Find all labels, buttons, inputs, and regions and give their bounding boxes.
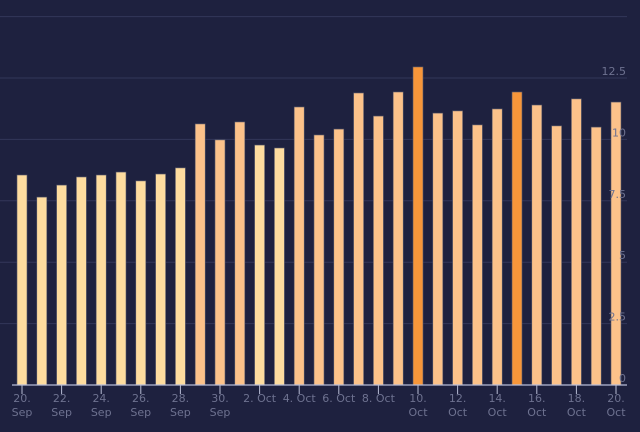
bar-19-oct bbox=[590, 126, 602, 386]
x-tick-label: 2. Oct bbox=[243, 392, 277, 405]
y-tick-label: 12.5 bbox=[602, 65, 627, 78]
x-tick-label-month: Oct bbox=[448, 406, 468, 419]
bar-1-oct bbox=[234, 121, 246, 386]
bar-28-sep bbox=[175, 167, 186, 386]
bar-29-sep bbox=[194, 123, 206, 386]
bar-15-oct bbox=[511, 91, 523, 386]
bar-6-oct bbox=[333, 128, 345, 386]
bar-3-oct bbox=[274, 147, 285, 386]
bar-10-oct bbox=[412, 66, 424, 386]
x-tick-label-month: Oct bbox=[488, 406, 508, 419]
y-tick-label: 2.5 bbox=[609, 311, 627, 324]
bar-20-sep bbox=[16, 174, 28, 386]
x-tick-label: 18. bbox=[568, 392, 586, 405]
bar-23-sep bbox=[76, 176, 87, 386]
bar-20-oct bbox=[610, 101, 622, 386]
y-tick-label: 7.5 bbox=[609, 188, 627, 201]
x-tick-label: 28. bbox=[172, 392, 190, 405]
y-tick-label: 5 bbox=[619, 249, 626, 262]
bar-5-oct bbox=[313, 134, 325, 386]
bar-18-oct bbox=[571, 98, 582, 386]
x-tick-label: 16. bbox=[528, 392, 546, 405]
bar-14-oct bbox=[491, 108, 503, 386]
x-tick-label: 8. Oct bbox=[362, 392, 396, 405]
x-tick-label: 22. bbox=[53, 392, 71, 405]
bar-4-oct bbox=[293, 106, 305, 386]
bar-27-sep bbox=[155, 173, 166, 386]
x-tick-label-month: Oct bbox=[527, 406, 547, 419]
bar-26-sep bbox=[135, 180, 147, 386]
x-tick-label-month: Sep bbox=[91, 406, 112, 419]
bar-24-sep bbox=[95, 174, 107, 386]
x-tick-label-month: Sep bbox=[170, 406, 191, 419]
x-tick-label: 24. bbox=[92, 392, 110, 405]
x-tick-label-month: Sep bbox=[210, 406, 231, 419]
bar-2-oct bbox=[254, 144, 265, 386]
bar-17-oct bbox=[551, 125, 562, 386]
bar-9-oct bbox=[392, 91, 404, 386]
x-tick-label: 6. Oct bbox=[322, 392, 356, 405]
bar-13-oct bbox=[472, 124, 483, 386]
x-tick-label: 10. bbox=[409, 392, 427, 405]
x-tick-label-month: Sep bbox=[12, 406, 33, 419]
x-tick-label: 20. bbox=[13, 392, 31, 405]
x-tick-label: 30. bbox=[211, 392, 229, 405]
bar-25-sep bbox=[115, 171, 127, 386]
bar-21-sep bbox=[36, 196, 48, 386]
x-tick-label: 26. bbox=[132, 392, 150, 405]
bar-7-oct bbox=[353, 92, 364, 386]
bar-8-oct bbox=[373, 115, 384, 386]
bar-16-oct bbox=[531, 104, 543, 386]
bar-12-oct bbox=[452, 110, 463, 386]
x-tick-label: 12. bbox=[449, 392, 467, 405]
y-tick-label: 0 bbox=[619, 372, 626, 385]
x-tick-label-month: Oct bbox=[567, 406, 587, 419]
x-tick-label: 14. bbox=[488, 392, 506, 405]
x-tick-label-month: Sep bbox=[130, 406, 151, 419]
bar-11-oct bbox=[432, 112, 444, 386]
x-tick-label: 20. bbox=[607, 392, 625, 405]
bar-30-sep bbox=[214, 139, 226, 386]
bar-22-sep bbox=[56, 184, 67, 386]
x-tick-label-month: Oct bbox=[606, 406, 626, 419]
x-tick-label: 4. Oct bbox=[283, 392, 317, 405]
x-tick-label-month: Oct bbox=[408, 406, 428, 419]
x-tick-label-month: Sep bbox=[51, 406, 72, 419]
y-tick-label: 10 bbox=[612, 126, 626, 139]
